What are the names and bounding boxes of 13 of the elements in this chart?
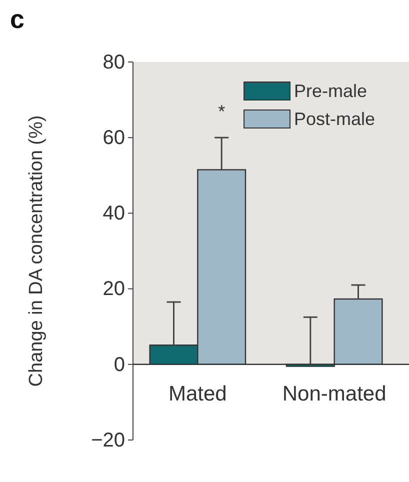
legend-label: Pre-male <box>294 81 368 101</box>
legend-label: Post-male <box>294 109 376 129</box>
y-tick-label: 60 <box>102 127 125 149</box>
y-tick-label: 0 <box>114 354 125 376</box>
y-axis-title: Change in DA concentration (%) <box>26 115 47 387</box>
y-tick-label: 40 <box>102 202 125 225</box>
x-tick-label: Non-mated <box>282 382 386 406</box>
y-tick-label: −20 <box>91 429 125 452</box>
y-tick-label: 20 <box>102 278 125 300</box>
x-tick-label: Mated <box>168 382 227 406</box>
y-tick-label: 80 <box>102 51 125 74</box>
annotation: * <box>218 102 226 122</box>
chart-title: c <box>10 4 24 34</box>
